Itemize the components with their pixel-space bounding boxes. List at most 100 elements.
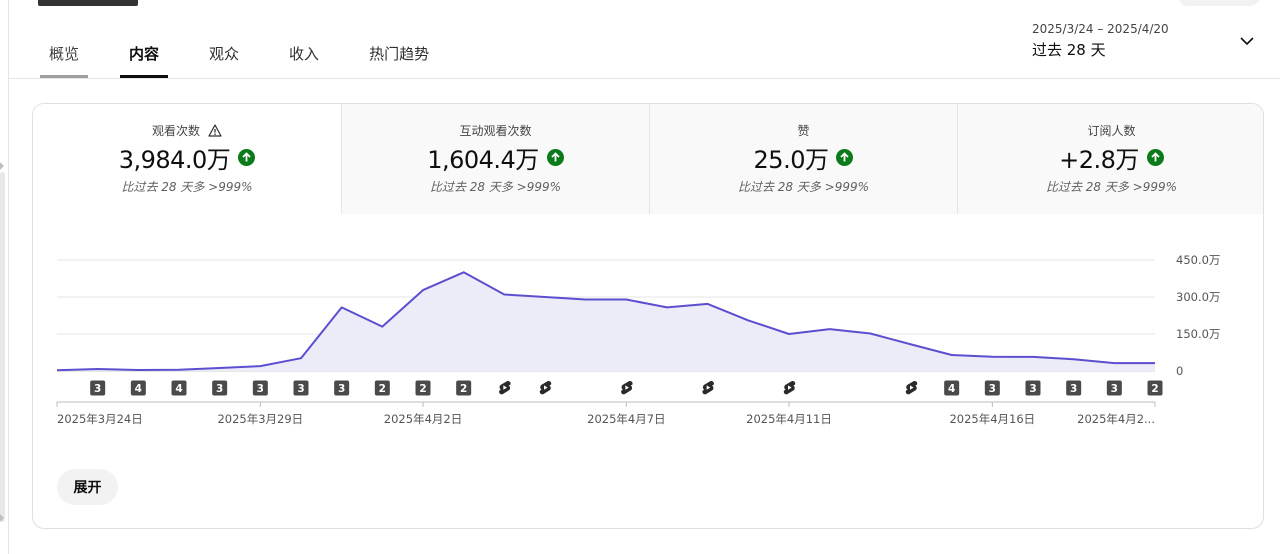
marker-count: 4 — [948, 383, 955, 395]
marker-count: 2 — [379, 383, 386, 395]
marker-count: 4 — [135, 383, 142, 395]
upload-count-marker[interactable]: 4 — [171, 380, 187, 396]
upload-count-marker[interactable]: 2 — [456, 380, 472, 396]
x-tick-label: 2025年4月2日 — [384, 412, 462, 426]
marker-count: 3 — [257, 383, 264, 395]
tab-revenue[interactable]: 收入 — [289, 45, 320, 63]
marker-count: 2 — [1151, 383, 1158, 395]
shorts-marker-icon[interactable] — [702, 380, 714, 395]
upload-count-marker[interactable]: 3 — [984, 380, 1000, 396]
marker-count: 3 — [216, 383, 223, 395]
upload-count-marker[interactable]: 3 — [252, 380, 268, 396]
shorts-marker-icon[interactable] — [499, 380, 511, 395]
marker-count: 4 — [175, 383, 182, 395]
marker-count: 3 — [1111, 383, 1118, 395]
arrow-up-icon — [836, 148, 854, 166]
tab-content[interactable]: 内容 — [120, 28, 169, 79]
series-line — [56, 271, 1155, 372]
expand-button[interactable]: 展开 — [57, 469, 118, 505]
scroll-down-icon[interactable] — [0, 514, 4, 522]
metric-comparison: 比过去 28 天多 >999% — [737, 180, 870, 194]
marker-count: 3 — [338, 383, 345, 395]
shorts-marker-icon[interactable] — [539, 380, 552, 395]
analytics-tabs: 概览 内容 观众 收入 热门趋势 — [40, 28, 470, 79]
tabs-divider — [8, 78, 1280, 79]
marker-badge — [130, 380, 146, 396]
y-tick-label: 300.0万 — [1176, 290, 1220, 304]
marker-badge — [171, 380, 187, 396]
marker-badge — [456, 380, 472, 396]
upload-count-marker[interactable]: 2 — [374, 380, 390, 396]
metric-comparison: 比过去 28 天多 >999% — [429, 180, 562, 194]
upload-count-marker[interactable]: 3 — [212, 380, 228, 396]
upload-count-marker[interactable]: 2 — [1147, 380, 1163, 396]
metric-comparison: 比过去 28 天多 >999% — [121, 180, 253, 194]
arrow-up-icon — [546, 148, 564, 166]
tab-audience[interactable]: 观众 — [209, 45, 240, 63]
upload-count-marker[interactable]: 2 — [415, 380, 431, 396]
x-tick-label: 2025年4月7日 — [587, 412, 665, 426]
views-chart: 450.0万 300.0万 150.0万 0 3 4 4 3 3 3 3 2 2 2 4 3 3 3 3 2 2025年… — [56, 253, 1220, 426]
metric-label: 观看次数 — [151, 123, 200, 138]
upload-count-marker[interactable]: 4 — [130, 380, 146, 396]
series-area — [57, 272, 1155, 371]
shorts-marker-icon[interactable] — [621, 380, 633, 395]
metric-engaged-views[interactable]: 互动观看次数 1,604.4万 比过去 28 天多 >999% — [341, 104, 649, 214]
warning-icon[interactable] — [208, 123, 222, 137]
marker-count: 2 — [419, 383, 426, 395]
marker-count: 3 — [1029, 383, 1036, 395]
upload-count-marker[interactable]: 3 — [293, 380, 309, 396]
arrow-up-icon — [238, 148, 256, 166]
x-tick-label: 2025年3月24日 — [57, 412, 143, 426]
metric-comparison: 比过去 28 天多 >999% — [1045, 180, 1178, 194]
x-tick-label: 2025年4月16日 — [949, 412, 1035, 426]
marker-badge — [1025, 380, 1041, 396]
upload-count-marker[interactable]: 3 — [90, 380, 106, 396]
y-tick-label: 450.0万 — [1176, 253, 1220, 267]
marker-badge — [1066, 380, 1082, 396]
page-title-cut-off — [38, 0, 138, 6]
tab-trending[interactable]: 热门趋势 — [369, 45, 430, 63]
marker-badge — [984, 380, 1000, 396]
marker-count: 3 — [94, 383, 101, 395]
metric-tabs: 观看次数 3,984.0万 比过去 28 天多 >999% 互动观看次数 1 — [33, 104, 1263, 214]
analytics-card: 观看次数 3,984.0万 比过去 28 天多 >999% 互动观看次数 1 — [32, 103, 1264, 529]
metric-value: 1,604.4万 — [427, 145, 539, 174]
metric-subscribers[interactable]: 订阅人数 +2.8万 比过去 28 天多 >999% — [957, 104, 1263, 214]
metric-likes[interactable]: 赞 25.0万 比过去 28 天多 >999% — [649, 104, 957, 214]
upload-count-marker[interactable]: 4 — [944, 380, 960, 396]
scroll-up-icon[interactable] — [0, 162, 4, 170]
arrow-up-icon — [1146, 148, 1164, 166]
marker-count: 2 — [460, 383, 467, 395]
metric-label: 赞 — [797, 123, 810, 138]
metric-value: 25.0万 — [753, 145, 829, 174]
marker-badge — [415, 380, 431, 396]
marker-badge — [293, 380, 309, 396]
shorts-marker-icon[interactable] — [905, 380, 918, 395]
y-tick-label: 0 — [1176, 364, 1183, 378]
x-tick-label: 2025年4月2... — [1077, 412, 1155, 426]
marker-badge — [1147, 380, 1163, 396]
marker-count: 3 — [1070, 383, 1077, 395]
metric-views[interactable]: 观看次数 3,984.0万 比过去 28 天多 >999% — [33, 104, 341, 214]
date-range-text: 2025/3/24 – 2025/4/20 — [1032, 22, 1169, 36]
tab-overview[interactable]: 概览 — [40, 28, 89, 79]
metric-value: 3,984.0万 — [118, 145, 231, 174]
marker-badge — [90, 380, 106, 396]
x-tick-label: 2025年3月29日 — [217, 412, 303, 426]
chevron-down-icon[interactable] — [1240, 36, 1254, 46]
upload-count-marker[interactable]: 3 — [1025, 380, 1041, 396]
date-range-selector[interactable]: 2025/3/24 – 2025/4/20 过去 28 天 — [1032, 22, 1169, 60]
marker-count: 3 — [989, 383, 996, 395]
upload-count-marker[interactable]: 3 — [1066, 380, 1082, 396]
upload-count-marker[interactable]: 3 — [1106, 380, 1122, 396]
metric-value: +2.8万 — [1059, 145, 1139, 174]
marker-badge — [1106, 380, 1122, 396]
shorts-marker-icon[interactable] — [783, 380, 796, 395]
scrollbar[interactable] — [0, 172, 5, 522]
upload-count-marker[interactable]: 3 — [334, 380, 350, 396]
y-tick-label: 150.0万 — [1176, 327, 1220, 341]
date-period-text: 过去 28 天 — [1032, 41, 1106, 59]
top-action-button-cut-off[interactable] — [1178, 0, 1260, 6]
metric-label: 互动观看次数 — [459, 123, 532, 138]
